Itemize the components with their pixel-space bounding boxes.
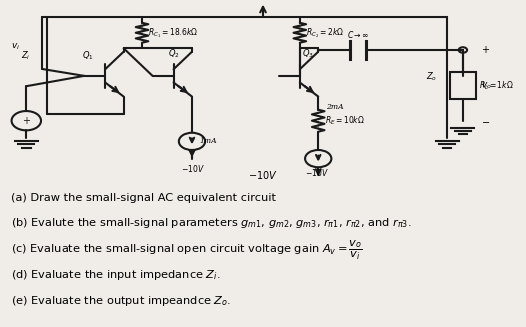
- Text: 2mA: 2mA: [326, 103, 344, 111]
- Text: $R_L=1k\Omega$: $R_L=1k\Omega$: [479, 79, 513, 92]
- Text: $-$: $-$: [481, 116, 490, 126]
- Text: $-10V$: $-10V$: [305, 167, 329, 178]
- Text: 1mA: 1mA: [200, 137, 218, 145]
- Text: $Q_3$: $Q_3$: [302, 48, 315, 60]
- Text: $Q_1$: $Q_1$: [82, 50, 93, 62]
- Text: (c) Evaluate the small-signal open circuit voltage gain $A_v = \dfrac{v_o}{v_i}$: (c) Evaluate the small-signal open circu…: [11, 239, 362, 262]
- Text: $Q_2$: $Q_2$: [168, 48, 180, 60]
- Text: (d) Evaluate the input impedance $Z_i$.: (d) Evaluate the input impedance $Z_i$.: [11, 268, 220, 282]
- Text: $Z_i$: $Z_i$: [21, 50, 31, 62]
- Bar: [450, 72, 476, 99]
- Text: $-10V$: $-10V$: [248, 169, 278, 181]
- Text: $C\rightarrow\infty$: $C\rightarrow\infty$: [347, 29, 369, 40]
- Text: $Z_o$: $Z_o$: [426, 70, 437, 83]
- Text: +: +: [22, 116, 31, 126]
- Text: $R_{C_1}=18.6k\Omega$: $R_{C_1}=18.6k\Omega$: [148, 26, 198, 40]
- Text: $R_E=10k\Omega$: $R_E=10k\Omega$: [325, 114, 365, 127]
- Text: $R_{C_2}=2k\Omega$: $R_{C_2}=2k\Omega$: [306, 26, 344, 40]
- Text: $-10V$: $-10V$: [181, 164, 205, 174]
- Text: $v_i$: $v_i$: [11, 41, 19, 52]
- Text: +: +: [481, 45, 489, 55]
- Text: $v_o$: $v_o$: [481, 81, 492, 92]
- Text: (b) Evalute the small-signal parameters $g_{m1}$, $g_{m2}$, $g_{m3}$, $r_{\pi 1}: (b) Evalute the small-signal parameters …: [11, 216, 411, 230]
- Text: (a) Draw the small-signal AC equivalent circuit: (a) Draw the small-signal AC equivalent …: [11, 193, 276, 203]
- Text: (e) Evaluate the output impeandce $Z_o$.: (e) Evaluate the output impeandce $Z_o$.: [11, 294, 231, 308]
